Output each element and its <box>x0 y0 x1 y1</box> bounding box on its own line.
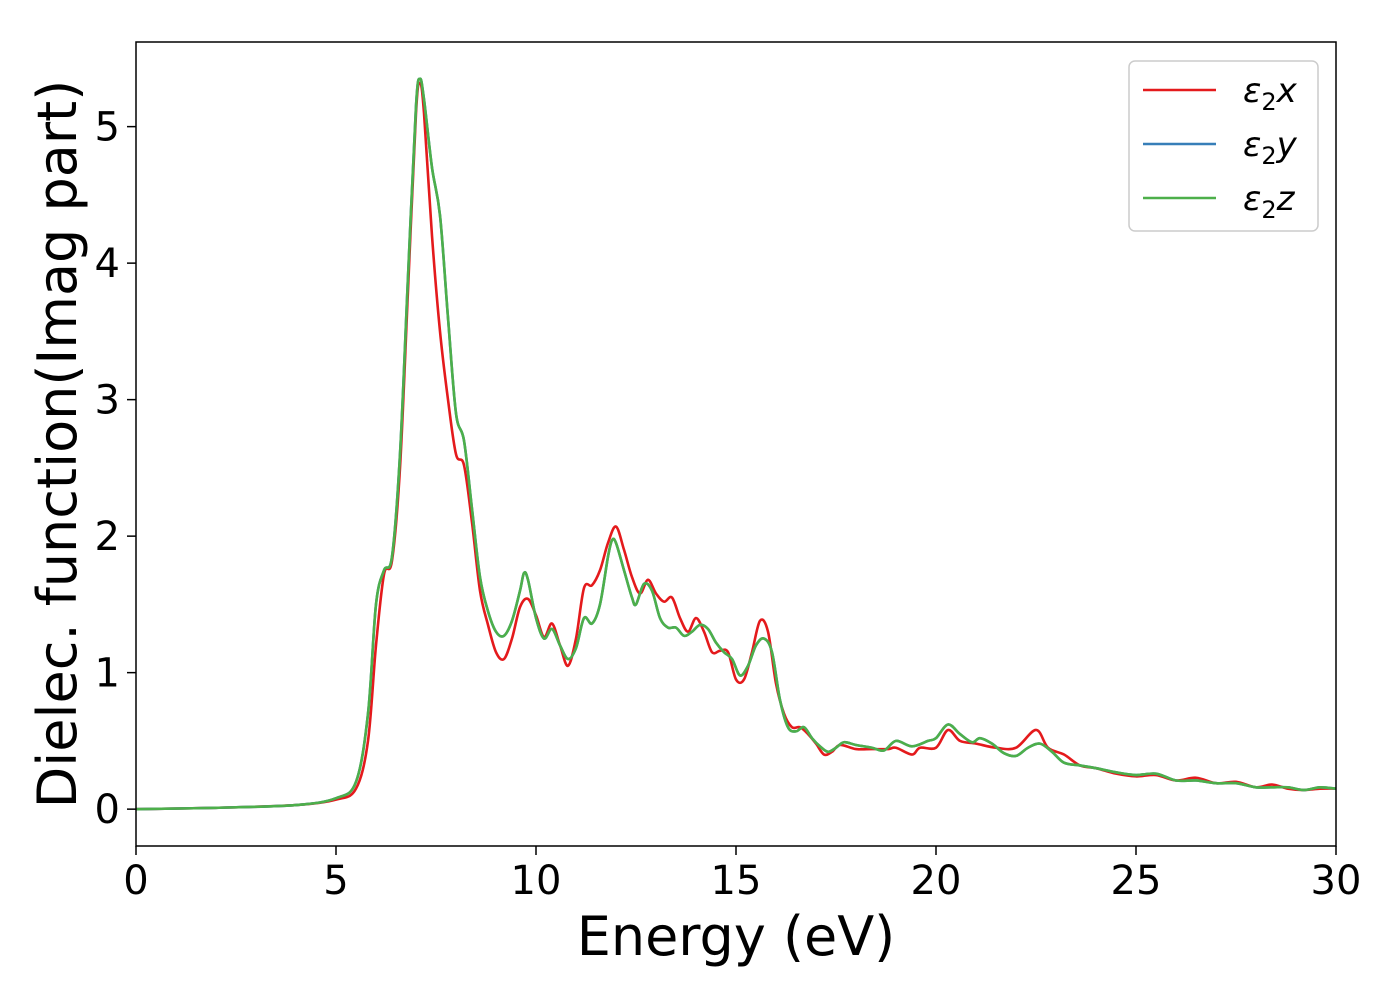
x-tick-label: 5 <box>323 858 348 904</box>
x-tick-label: 0 <box>123 858 148 904</box>
legend-label-z: ε2z <box>1243 179 1296 224</box>
y-tick-label: 0 <box>95 787 120 833</box>
legend-label-x: ε2x <box>1243 71 1298 116</box>
x-tick-label: 20 <box>911 858 962 904</box>
legend-label-y: ε2y <box>1243 125 1298 170</box>
x-tick-label: 10 <box>511 858 562 904</box>
x-axis-title: Energy (eV) <box>577 905 896 968</box>
x-tick-label: 25 <box>1111 858 1162 904</box>
series-layer <box>135 77 1337 811</box>
x-tick-label: 15 <box>711 858 762 904</box>
legend: ε2x ε2y ε2z <box>1128 60 1319 232</box>
legend-box <box>1128 60 1319 232</box>
y-tick-label: 3 <box>95 378 120 424</box>
series-line-z <box>135 77 1337 811</box>
y-tick-label: 2 <box>95 514 120 560</box>
y-axis: 0 1 2 3 4 5 <box>95 105 136 833</box>
series-line-x <box>135 81 1337 811</box>
y-tick-label: 5 <box>95 105 120 151</box>
y-tick-label: 4 <box>95 241 120 287</box>
x-tick-label: 30 <box>1311 858 1362 904</box>
y-tick-label: 1 <box>95 651 120 697</box>
y-axis-title: Dielec. function(Imag part) <box>26 80 89 809</box>
x-axis: 0 5 10 15 20 25 30 <box>123 846 1361 904</box>
